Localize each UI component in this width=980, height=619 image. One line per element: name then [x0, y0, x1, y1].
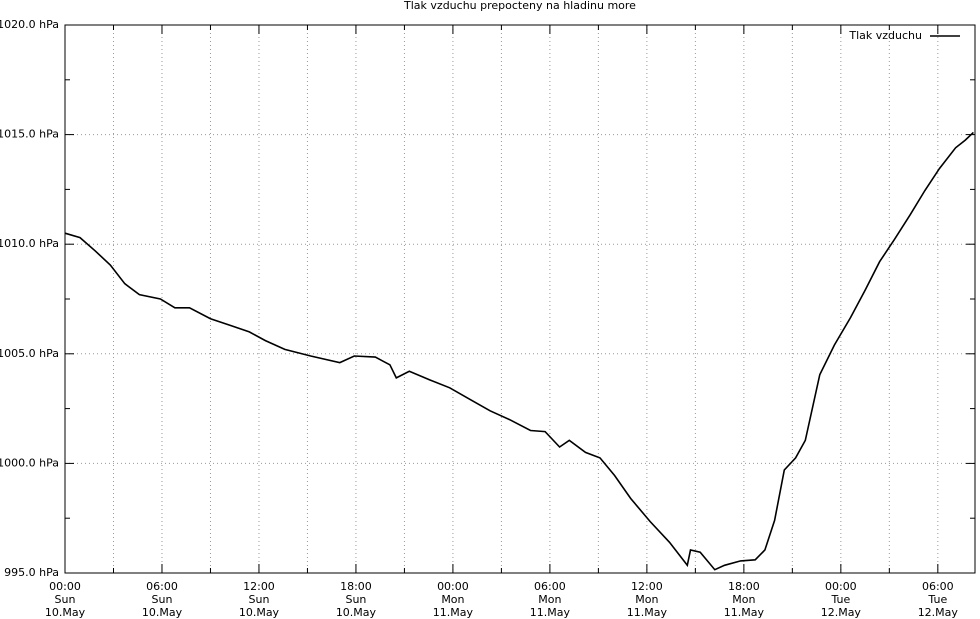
x-tick-label: 00:00 [437, 580, 469, 593]
x-tick-label: Sun [152, 593, 173, 606]
x-tick-label: 06:00 [146, 580, 178, 593]
x-tick-label: 18:00 [340, 580, 372, 593]
x-tick-label: Mon [538, 593, 561, 606]
x-tick-label: 11.May [530, 606, 571, 619]
y-tick-label: 1015.0 hPa [0, 128, 59, 141]
y-tick-label: 995.0 hPa [4, 566, 59, 579]
y-tick-label: 1000.0 hPa [0, 456, 59, 469]
y-tick-label: 1005.0 hPa [0, 347, 59, 360]
x-tick-label: Sun [345, 593, 366, 606]
legend-label: Tlak vzduchu [848, 29, 922, 42]
plot-frame [64, 24, 976, 574]
x-tick-label: 18:00 [728, 580, 760, 593]
x-tick-label: 06:00 [534, 580, 566, 593]
x-tick-label: Tue [927, 593, 947, 606]
x-tick-label: 12.May [821, 606, 862, 619]
x-tick-label: 11.May [724, 606, 765, 619]
x-tick-label: 10.May [239, 606, 280, 619]
y-tick-label: 1020.0 hPa [0, 18, 59, 31]
x-tick-label: 12:00 [243, 580, 275, 593]
x-tick-label: 10.May [336, 606, 377, 619]
x-tick-label: Mon [732, 593, 755, 606]
x-tick-label: 11.May [433, 606, 474, 619]
x-tick-label: 12.May [918, 606, 959, 619]
x-tick-label: Sun [248, 593, 269, 606]
x-tick-label: 10.May [45, 606, 86, 619]
x-tick-label: 00:00 [825, 580, 857, 593]
x-tick-label: 00:00 [49, 580, 81, 593]
x-tick-label: 06:00 [922, 580, 954, 593]
x-tick-label: 12:00 [631, 580, 663, 593]
x-tick-label: Sun [55, 593, 76, 606]
x-tick-label: Mon [635, 593, 658, 606]
y-tick-label: 1010.0 hPa [0, 237, 59, 250]
x-tick-label: 11.May [627, 606, 668, 619]
chart-title: Tlak vzduchu prepocteny na hladinu more [403, 0, 636, 12]
data-line [64, 131, 974, 571]
x-tick-label: 10.May [142, 606, 183, 619]
x-tick-label: Tue [830, 593, 850, 606]
x-tick-label: Mon [441, 593, 464, 606]
